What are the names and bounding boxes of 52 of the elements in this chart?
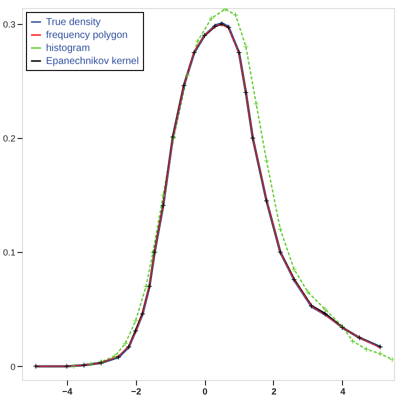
point (291, 276, 298, 283)
point (250, 135, 256, 142)
point (132, 318, 139, 324)
y-tick-label: 0.3 (2, 19, 16, 30)
point (226, 24, 232, 30)
point (377, 344, 384, 350)
x-tick-label: −4 (62, 386, 72, 396)
point (277, 226, 284, 232)
legend-label: histogram (46, 43, 90, 54)
point (277, 249, 284, 256)
point (81, 362, 87, 368)
point (32, 363, 39, 370)
point (184, 72, 190, 78)
x-tick-label: 0 (202, 386, 208, 396)
legend-label: True density (46, 17, 101, 28)
point (264, 198, 270, 204)
legend-label: Epanechnikov kernel (46, 56, 139, 67)
point (212, 23, 218, 30)
y-tick-label: 0 (10, 362, 16, 372)
point (356, 334, 363, 341)
point (322, 310, 328, 317)
point (143, 283, 149, 290)
point (291, 266, 298, 272)
point (180, 82, 187, 89)
point (160, 192, 166, 198)
point (115, 354, 122, 360)
point (232, 12, 239, 18)
point (377, 350, 384, 357)
point (202, 32, 208, 38)
point (126, 344, 132, 350)
point (322, 306, 328, 312)
point (160, 202, 166, 208)
legend-label: frequency polygon (46, 30, 128, 41)
point (363, 346, 370, 352)
x-tick-label: −2 (131, 386, 142, 396)
point (70, 363, 77, 370)
point (350, 338, 356, 344)
point (64, 363, 70, 370)
point (146, 283, 152, 290)
x-tick-label: 2 (271, 386, 276, 396)
point (194, 38, 201, 44)
point (264, 158, 270, 164)
point (140, 310, 146, 317)
point (308, 302, 314, 309)
point (242, 44, 249, 50)
y-tick-label: 0.1 (2, 248, 16, 258)
point (208, 15, 214, 22)
x-tick-label: 4 (340, 386, 346, 396)
y-tick-label: 0.2 (2, 134, 16, 144)
point (253, 100, 260, 107)
point (304, 289, 311, 296)
point (132, 328, 139, 334)
